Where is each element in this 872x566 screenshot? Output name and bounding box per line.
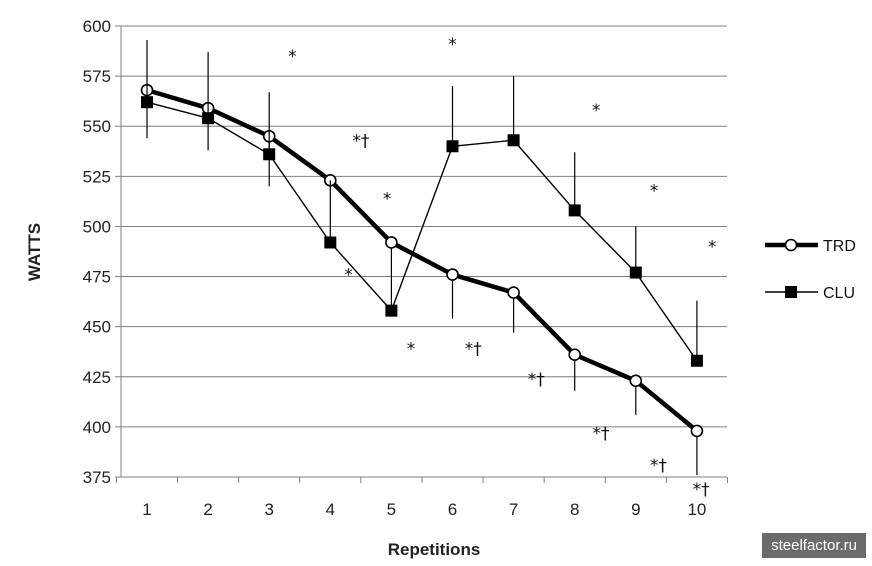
data-point: [690, 354, 703, 367]
legend-swatch-marker: [784, 238, 798, 252]
x-tick-label: 6: [448, 500, 457, 519]
y-tick-label: 500: [83, 217, 111, 236]
data-point: [263, 148, 276, 161]
x-tick-label: 10: [687, 500, 706, 519]
significance-marker: *†: [693, 480, 711, 500]
series: [140, 40, 704, 475]
y-tick-label: 575: [83, 67, 111, 86]
data-point: [568, 204, 581, 217]
significance-marker: *†: [528, 370, 546, 390]
significance-marker: *: [383, 189, 392, 209]
series-clu: [141, 40, 703, 367]
y-tick-label: 425: [83, 368, 111, 387]
legend: TRD CLU: [765, 238, 856, 302]
x-tick-label: 4: [326, 500, 335, 519]
y-tick-label: 400: [83, 418, 111, 437]
significance-marker: *: [592, 101, 601, 121]
data-point: [629, 374, 643, 388]
x-tick-label: 9: [631, 500, 640, 519]
y-tick-label: 550: [83, 117, 111, 136]
series-trd: [140, 83, 704, 475]
y-axis-title: WATTS: [25, 223, 44, 281]
data-point: [385, 304, 398, 317]
legend-entry-trd: TRD: [765, 238, 856, 255]
y-tick-label: 375: [83, 468, 111, 487]
data-point: [507, 286, 520, 299]
x-tick-label: 1: [142, 500, 151, 519]
data-point: [507, 134, 520, 147]
series-line: [146, 87, 699, 433]
significance-marker: *: [344, 266, 353, 286]
x-tick-label: 2: [203, 500, 212, 519]
y-tick-label: 600: [83, 17, 111, 36]
significance-marker: *†: [650, 456, 668, 476]
watermark: steelfactor.ru: [762, 533, 866, 558]
significance-marker: *: [288, 47, 297, 67]
data-point: [690, 424, 704, 438]
legend-label: TRD: [823, 238, 856, 255]
series-line: [146, 101, 698, 362]
data-point: [568, 348, 582, 362]
significance-marker: *†: [592, 424, 610, 444]
x-tick-label: 8: [570, 500, 579, 519]
significance-marker: *: [708, 238, 717, 258]
data-point: [324, 236, 337, 249]
significance-marker: *: [448, 35, 457, 55]
x-tick-label: 5: [387, 500, 396, 519]
data-point: [446, 140, 459, 153]
x-tick-label: 7: [509, 500, 518, 519]
x-tick-label: 3: [264, 500, 273, 519]
legend-label: CLU: [823, 285, 855, 302]
data-point: [141, 96, 153, 109]
y-tick-label: 450: [83, 318, 111, 337]
y-tick-label: 475: [83, 268, 111, 287]
data-point: [629, 266, 642, 279]
y-tick-label: 525: [83, 167, 111, 186]
data-point: [202, 112, 215, 125]
data-point: [385, 236, 398, 249]
legend-entry-clu: CLU: [765, 285, 855, 302]
significance-marker: *†: [352, 131, 370, 151]
axes: 375 400 425 450 475 500 525 550 575 600 1 2 3 4 5 6 7 8 9 1…: [83, 17, 728, 519]
data-point: [446, 268, 459, 281]
legend-swatch-marker: [785, 286, 797, 298]
x-axis-title: Repetitions: [388, 540, 481, 559]
significance-annotations: * *† * * * * *† *† * * *† *† * *†: [288, 35, 716, 500]
significance-marker: *: [650, 181, 659, 201]
significance-marker: *†: [465, 340, 483, 360]
gridlines: [121, 25, 727, 478]
significance-marker: *: [407, 340, 416, 360]
